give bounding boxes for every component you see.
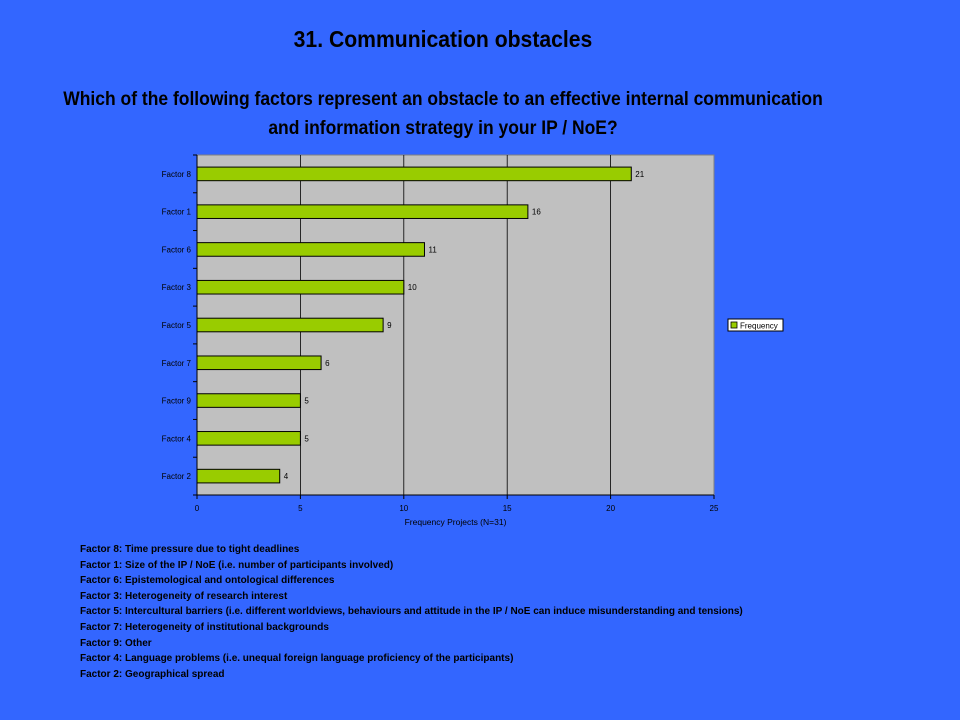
bar (196, 204, 529, 219)
question-line-2: and information strategy in your IP / No… (268, 118, 618, 139)
data-label: 11 (428, 245, 437, 254)
data-label: 4 (284, 472, 289, 481)
legend-box (727, 318, 784, 332)
category-label: Factor 7 (162, 359, 192, 368)
data-label: 5 (304, 397, 309, 406)
bar (196, 242, 425, 257)
factor-legend-line: Factor 3: Heterogeneity of research inte… (80, 590, 288, 602)
x-tick-label: 5 (298, 504, 303, 513)
bar (196, 468, 281, 484)
legend-label: Frequency (740, 322, 778, 331)
category-label: Factor 3 (162, 283, 192, 292)
factor-legend-line: Factor 8: Time pressure due to tight dea… (80, 544, 300, 555)
data-label: 16 (532, 208, 541, 217)
factor-legend-line: Factor 1: Size of the IP / NoE (i.e. num… (80, 559, 394, 571)
factor-legend-line: Factor 2: Geographical spread (80, 668, 225, 680)
x-tick-label: 10 (399, 504, 408, 513)
legend-swatch (730, 321, 738, 329)
x-tick-label: 20 (606, 504, 615, 513)
bar (196, 355, 322, 371)
data-label: 6 (325, 359, 330, 368)
category-label: Factor 2 (162, 472, 192, 481)
data-label: 21 (635, 170, 644, 179)
slide-title: 31. Communication obstacles (293, 26, 593, 52)
category-label: Factor 1 (162, 208, 192, 217)
bar (196, 317, 384, 333)
factor-legend-line: Factor 5: Intercultural barriers (i.e. d… (80, 606, 743, 618)
category-label: Factor 6 (162, 245, 192, 254)
bar (196, 431, 301, 446)
factor-legend-line: Factor 6: Epistemological and ontologica… (80, 575, 335, 587)
factor-legend-line: Factor 9: Other (80, 637, 152, 649)
category-label: Factor 4 (162, 434, 192, 443)
x-tick-label: 25 (710, 504, 719, 513)
question-line-1: Which of the following factors represent… (63, 89, 823, 110)
x-tick-label: 0 (195, 504, 200, 513)
data-label: 10 (408, 283, 417, 292)
factor-legend-line: Factor 7: Heterogeneity of institutional… (80, 621, 329, 633)
factor-legend: Factor 8: Time pressure due to tight dea… (80, 542, 940, 682)
factor-legend-line: Factor 4: Language problems (i.e. unequa… (80, 653, 514, 665)
bar (196, 166, 632, 182)
bar (196, 279, 405, 295)
x-axis-label: Frequency Projects (N=31) (405, 517, 507, 527)
bar (196, 393, 301, 408)
category-label: Factor 8 (162, 170, 192, 179)
x-tick-label: 15 (503, 504, 512, 513)
slide-question: Which of the following factors represent… (35, 85, 850, 143)
category-label: Factor 5 (162, 321, 192, 330)
category-label: Factor 9 (162, 397, 192, 406)
data-label: 9 (387, 321, 392, 330)
data-label: 5 (304, 434, 309, 443)
